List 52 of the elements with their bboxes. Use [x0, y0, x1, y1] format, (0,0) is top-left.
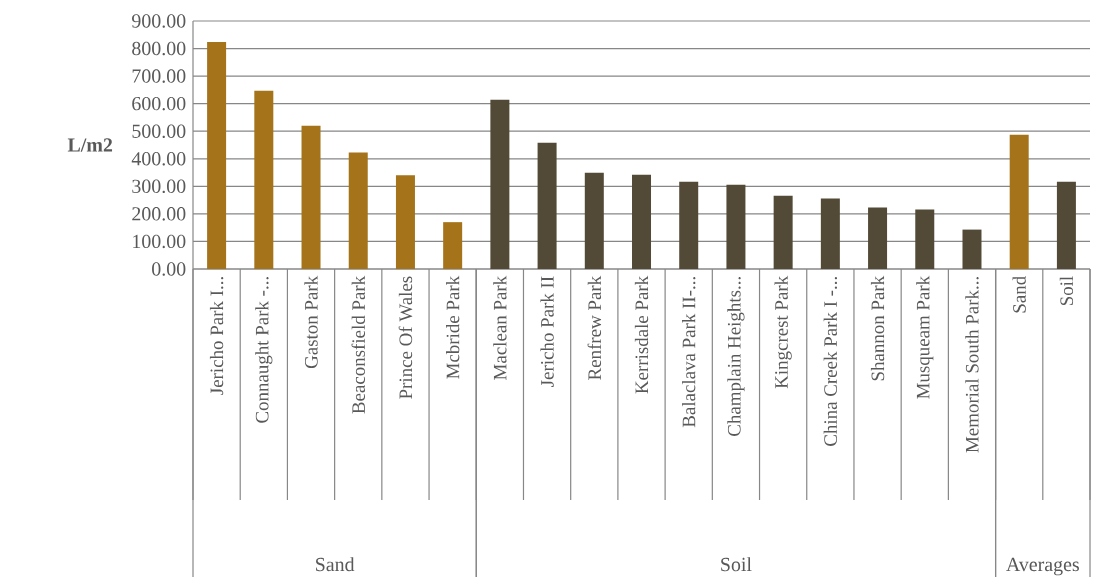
x-tick-label: Kingcrest Park [774, 275, 792, 389]
y-tick-label: 500.00 [132, 124, 186, 138]
bar [726, 184, 746, 269]
x-tick-label: Prince Of Wales [398, 276, 413, 399]
x-tick-label: Gaston Park [304, 275, 318, 369]
y-tick-label: 600.00 [132, 96, 186, 111]
x-tick-label: Connaught Park -... [255, 277, 273, 423]
bar [868, 207, 888, 269]
bar [443, 222, 463, 269]
bar [962, 229, 982, 269]
bar [254, 90, 274, 269]
x-tick-label: Memorial South Park... [965, 277, 979, 453]
x-tick-label: Jericho Park II [540, 276, 554, 387]
bar [395, 175, 415, 269]
y-tick-label: 300.00 [132, 179, 186, 194]
y-tick-label: 800.00 [132, 41, 186, 56]
text: Averages [1006, 557, 1079, 576]
x-tick-label: Beaconsfield Park [351, 275, 365, 414]
bar [679, 181, 699, 269]
bar [537, 142, 557, 269]
x-tick-label: China Creek Park I -... [823, 277, 838, 446]
text: Soil [721, 557, 752, 572]
y-tick-label: 700.00 [132, 69, 186, 83]
bar [1056, 181, 1076, 269]
bar [1009, 134, 1029, 269]
x-tick-label: Musqueam Park [916, 275, 934, 399]
bar [820, 198, 840, 269]
y-tick-label: 0.00 [152, 262, 186, 276]
bar [773, 195, 793, 269]
y-tick-label: 100.00 [133, 234, 186, 249]
x-tick-label: Champlain Heights... [727, 277, 745, 436]
x-tick-label: Balaclava Park II-... [682, 277, 696, 428]
text: Sand [316, 557, 355, 572]
x-tick-label: Maclean Park [493, 275, 507, 380]
x-tick-label: Renfrew Park [587, 275, 602, 380]
bar [207, 41, 227, 269]
x-tick-label: Kerrisdale Park [634, 275, 649, 394]
bar [632, 174, 652, 269]
y-tick-label: 900.00 [132, 14, 186, 28]
x-tick-label: Mcbride Park [446, 275, 460, 379]
y-tick-label: 200.00 [132, 207, 186, 221]
x-tick-label: Soil [1059, 276, 1074, 306]
x-tick-label: Sand [1012, 276, 1026, 313]
y-axis-title: L/m2 [67, 138, 113, 152]
bar [490, 99, 510, 269]
y-tick-label: 400.00 [131, 152, 186, 166]
bar [348, 152, 368, 269]
bar [584, 172, 604, 269]
bar [301, 125, 321, 269]
bar [915, 209, 935, 269]
x-tick-label: Shannon Park [870, 275, 885, 381]
x-tick-label: Jericho Park I... [209, 277, 224, 395]
